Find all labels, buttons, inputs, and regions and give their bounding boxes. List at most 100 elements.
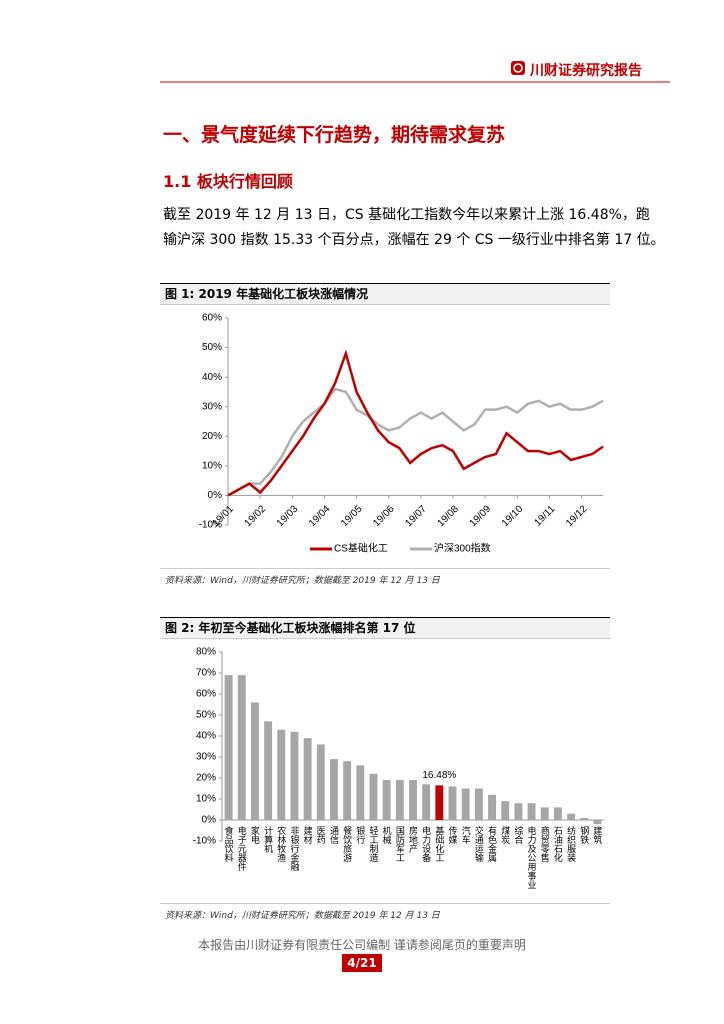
bar <box>593 820 602 825</box>
x-tick-label: 19/12 <box>564 503 590 529</box>
x-tick-label: 轻工制造 <box>368 825 378 863</box>
x-tick-label: 传媒 <box>448 825 458 845</box>
x-tick-label: 计算机 <box>263 825 273 854</box>
subsection-title: 1.1 板块行情回顾 <box>163 172 293 191</box>
x-tick-label: 房地产 <box>408 825 418 854</box>
brand: 川财证券研究报告 <box>530 63 642 79</box>
bar <box>435 785 444 820</box>
x-tick-label: 19/01 <box>211 503 237 529</box>
footer-disclaimer: 本报告由川财证券有限责任公司编制 谨请参阅尾页的重要声明 <box>198 938 526 952</box>
y-tick-label: 40% <box>202 372 222 383</box>
bar <box>474 788 483 820</box>
y-tick-label: 40% <box>196 731 216 742</box>
line-series <box>227 349 604 497</box>
x-tick-label: 电力设备 <box>421 825 431 862</box>
x-tick-label: 食品饮料 <box>224 825 234 863</box>
x-tick-label: 农林牧渔 <box>276 825 286 862</box>
y-tick-label: 50% <box>202 342 222 353</box>
source-note: 资料来源：Wind，川财证券研究所；数据截至 2019 年 12 月 13 日 <box>165 576 440 586</box>
x-tick-label: 19/10 <box>500 503 526 529</box>
x-tick-label: 19/03 <box>275 503 301 529</box>
x-tick-label: 建材 <box>303 825 313 844</box>
x-tick-label: 汽车 <box>461 825 471 845</box>
bar <box>514 803 523 820</box>
source-note: 资料来源：Wind，川财证券研究所；数据截至 2019 年 12 月 13 日 <box>165 911 440 921</box>
x-tick-label: 机械 <box>382 825 392 845</box>
bar <box>567 813 576 820</box>
x-tick-label: 19/06 <box>371 503 397 529</box>
x-tick-label: 交通运输 <box>474 825 484 863</box>
logo-mark <box>513 63 523 73</box>
y-tick-label: 0% <box>208 490 223 501</box>
x-tick-label: 纺织服装 <box>566 825 576 863</box>
x-tick-label: 商贸零售 <box>540 825 550 863</box>
bar <box>303 738 312 820</box>
figure-caption-box <box>160 617 610 639</box>
logo <box>511 61 525 75</box>
bar <box>250 702 259 820</box>
paragraph-line: 输沪深 300 指数 15.33 个百分点，涨幅在 29 个 CS 一级行业中排… <box>163 232 665 248</box>
y-tick-label: -10% <box>193 836 216 847</box>
x-tick-label: 医药 <box>316 826 326 845</box>
x-tick-label: 19/08 <box>436 503 462 529</box>
bar <box>290 731 299 820</box>
bar <box>356 765 365 820</box>
bar <box>382 780 391 820</box>
bar <box>580 817 589 820</box>
x-tick-label: 基础化工 <box>434 825 444 862</box>
y-tick-label: 70% <box>196 668 216 679</box>
x-tick-label: 餐饮旅游 <box>342 825 352 863</box>
y-tick-label: 20% <box>202 431 222 442</box>
bar <box>448 786 457 820</box>
bar <box>264 721 273 820</box>
bar <box>343 761 352 820</box>
y-tick-label: 60% <box>202 313 222 324</box>
y-tick-label: 20% <box>196 773 216 784</box>
bar <box>224 675 233 820</box>
bar <box>369 773 378 820</box>
source-rule <box>160 568 610 569</box>
bar <box>527 803 536 820</box>
bar-chart: -10% 0% 10% 20% 30% 40% 50% 60% 70% 80% 食品饮料 电子元器件家… <box>193 647 604 889</box>
x-tick-label: 电力及公用事业 <box>527 825 537 889</box>
x-tick-label: 钢铁 <box>579 825 589 845</box>
bar <box>277 729 286 820</box>
value-label: 16.48% <box>422 770 456 781</box>
x-tick-label: 19/07 <box>403 503 429 529</box>
x-tick-label: 19/11 <box>532 503 557 528</box>
x-tick-label: 通信 <box>329 826 339 845</box>
bar <box>237 675 246 820</box>
bar <box>316 744 325 820</box>
figure-caption: 图 2: 年初至今基础化工板块涨幅排名第 17 位 <box>165 621 416 635</box>
x-tick-label: 煤炭 <box>500 825 510 845</box>
bar <box>409 780 417 820</box>
source-rule <box>160 903 610 904</box>
y-tick-label: 60% <box>196 689 216 700</box>
x-tick-label: 综合 <box>513 825 523 845</box>
header-bar <box>160 61 670 83</box>
y-tick-label: 10% <box>202 460 222 471</box>
x-tick-label: 非银行金融 <box>289 825 299 872</box>
y-tick-label: 80% <box>196 647 216 658</box>
x-tick-label: 国防军工 <box>395 826 405 862</box>
x-tick-label: 电子元器件 <box>237 825 247 872</box>
line-chart: -10%0%10%20%30%40%50%60%19/01 19/02 19/03 1… <box>199 313 604 555</box>
y-tick-label: 0% <box>202 815 217 826</box>
bar <box>422 784 431 820</box>
x-tick-label: 建筑 <box>592 825 602 845</box>
bar <box>461 788 470 820</box>
figure-caption-box <box>160 283 610 305</box>
x-tick-label: 家电 <box>250 825 260 844</box>
y-tick-label: 30% <box>196 752 216 763</box>
bar <box>488 794 496 820</box>
x-tick-label: 19/04 <box>307 503 333 529</box>
x-tick-label: 石油石化 <box>553 826 563 863</box>
x-tick-label: 有色金属 <box>487 825 497 863</box>
bar <box>553 807 562 820</box>
y-tick-label: 50% <box>196 710 216 721</box>
x-tick-label: 19/05 <box>339 503 365 529</box>
figure-caption: 图 1: 2019 年基础化工板块涨幅情况 <box>165 287 369 301</box>
paragraph-line: 截至 2019 年 12 月 13 日，CS 基础化工指数今年以来累计上涨 16… <box>163 207 650 223</box>
x-tick-label: 银行 <box>355 825 365 845</box>
